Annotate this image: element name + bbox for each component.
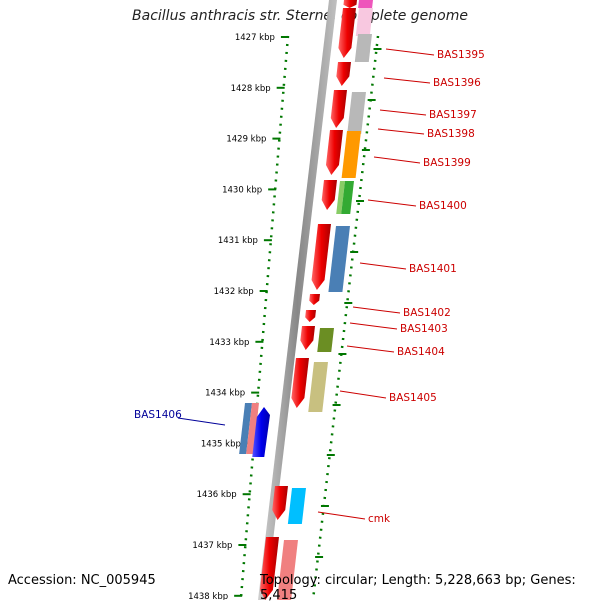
axis-tick-label: 1428 kbp [231,84,271,94]
gene-label-bas1395[interactable]: BAS1395 [437,49,485,61]
axis-tick-label: 1432 kbp [214,287,254,297]
cog-bar [354,34,372,62]
cog-bar [239,403,252,454]
gene-label-bas1400[interactable]: BAS1400 [419,200,467,212]
cog-bar [341,131,361,178]
gene-arrow [325,130,343,175]
gene-arrow [311,224,331,290]
gene-label-bas1401[interactable]: BAS1401 [409,263,457,275]
gene-arrow [291,358,309,408]
leader-line-bas1399 [373,156,421,164]
cog-bar [246,403,259,454]
axis-tick-label: 1430 kbp [222,185,262,195]
gene-arrow [321,180,337,210]
leader-line-bas1396 [383,77,431,84]
leader-line-bas1398 [377,128,425,135]
gene-label-bas1398[interactable]: BAS1398 [427,128,475,140]
gene-label-bas1396[interactable]: BAS1396 [433,77,481,89]
gene-label-bas1405[interactable]: BAS1405 [389,392,437,404]
gene-arrow [259,537,279,600]
leader-line-bas1406 [177,417,226,426]
gene-arrow [309,294,320,305]
axis-tick-label: 1436 kbp [197,490,237,500]
genome-summary-text: Topology: circular; Length: 5,228,663 bp… [260,573,576,603]
cog-bar [336,181,345,214]
leader-line-bas1401 [359,262,407,270]
gene-arrow-reverse [252,407,270,457]
leader-line-bas1404 [346,345,395,353]
accession-text: Accession: NC_005945 [8,573,156,588]
leader-line-bas1400 [367,199,417,207]
cog-bar [277,540,298,600]
gene-arrow [300,326,315,350]
leader-line-bas1402 [352,306,401,314]
cog-bar [308,362,328,412]
axis-tick-label: 1431 kbp [218,236,258,246]
leader-line-bas1403 [349,322,398,330]
genome-backbone [258,0,337,600]
cog-bar [358,0,373,8]
axis-tick-label: 1429 kbp [226,135,266,145]
gene-label-cmk[interactable]: cmk [368,513,391,525]
gene-arrow [305,310,316,322]
axis-tick-label: 1434 kbp [205,389,245,399]
axis-tick-label: 1438 kbp [188,592,228,600]
cog-bar [355,8,373,36]
gene-arrow [336,62,351,86]
gene-label-bas1404[interactable]: BAS1404 [397,346,445,358]
axis-tick-label: 1427 kbp [235,33,275,43]
gene-label-bas1403[interactable]: BAS1403 [400,323,448,335]
axis-tick-label: 1437 kbp [192,541,232,551]
cog-bar [287,488,306,524]
leader-line-cmk [317,511,366,520]
cog-bar [328,226,350,292]
gene-arrow [330,90,347,128]
gene-arrow [338,8,356,58]
gene-label-bas1406[interactable]: BAS1406 [134,409,182,421]
genome-title: Bacillus anthracis str. Sterne, complete… [132,8,468,24]
cog-bar [341,181,354,214]
gene-arrow [343,0,357,8]
cog-bar [347,92,366,134]
gene-label-bas1399[interactable]: BAS1399 [423,157,471,169]
gene-label-bas1402[interactable]: BAS1402 [403,307,451,319]
leader-line-bas1405 [339,390,387,399]
cog-bar [317,328,334,352]
leader-line-bas1395 [385,48,435,56]
gene-label-bas1397[interactable]: BAS1397 [429,109,477,121]
leader-line-bas1397 [379,109,427,116]
gene-arrow [272,486,288,520]
axis-tick-label: 1435 kbp [201,439,241,449]
axis-tick-label: 1433 kbp [209,338,249,348]
